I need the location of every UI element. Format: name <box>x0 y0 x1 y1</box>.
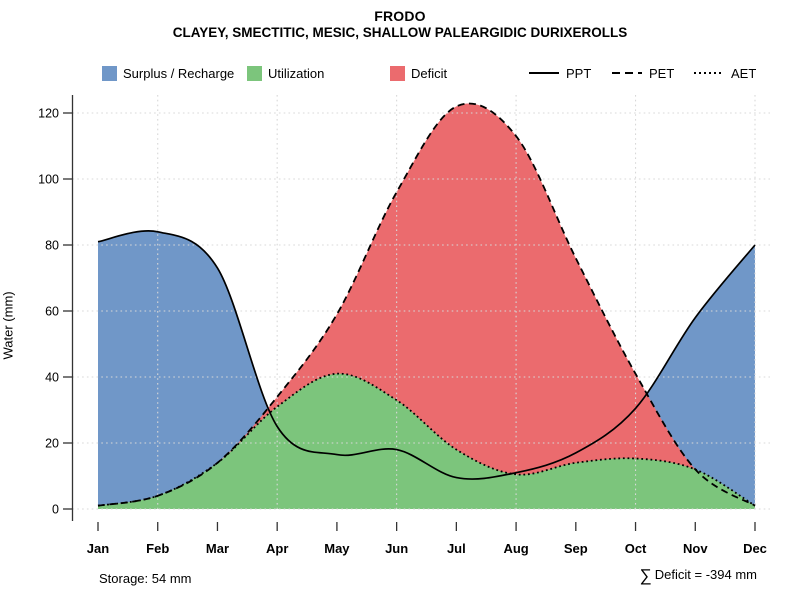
y-tick-label-0: 0 <box>52 503 59 517</box>
storage-annotation: Storage: 54 mm <box>99 571 192 586</box>
deficit-sum-annotation: ∑ Deficit = -394 mm <box>557 566 757 586</box>
sigma-icon: ∑ <box>639 566 652 585</box>
legend-surplus-label: Surplus / Recharge <box>123 65 235 81</box>
x-tick-label-Jun: Jun <box>385 541 408 556</box>
pet-line-sample-icon <box>612 72 642 74</box>
x-tick-label-Feb: Feb <box>146 541 169 556</box>
x-tick-label-Mar: Mar <box>206 541 229 556</box>
y-tick-label-100: 100 <box>38 173 59 187</box>
deficit-area <box>98 103 755 509</box>
x-tick-label-Nov: Nov <box>683 541 708 556</box>
legend-pet-label: PET <box>649 65 675 81</box>
legend-item-surplus: Surplus / Recharge <box>102 63 234 83</box>
y-tick-label-40: 40 <box>45 371 59 385</box>
x-tick-label-Oct: Oct <box>625 541 647 556</box>
legend-item-utilization: Utilization <box>247 63 324 83</box>
pet-curve <box>97 102 756 507</box>
ppt-line-sample-icon <box>529 72 559 74</box>
axis-labels: 0 20 40 60 80 100 120 Jan Feb Mar Apr May Jun Jul Aug S… <box>38 107 767 557</box>
area-fills <box>98 103 755 509</box>
y-tick-label-120: 120 <box>38 107 59 121</box>
y-tick-label-20: 20 <box>45 437 59 451</box>
x-tick-label-Aug: Aug <box>503 541 528 556</box>
curves <box>97 102 756 507</box>
deficit-sum-text: Deficit = -394 mm <box>654 567 757 582</box>
y-tick-label-80: 80 <box>45 239 59 253</box>
legend-utilization-label: Utilization <box>268 65 325 81</box>
legend-ppt-label: PPT <box>566 65 592 81</box>
page-subtitle: CLAYEY, SMECTITIC, MESIC, SHALLOW PALEAR… <box>172 25 628 40</box>
chart-legend: Surplus / Recharge Utilization Deficit P… <box>0 63 800 85</box>
x-tick-label-Dec: Dec <box>743 541 767 556</box>
legend-item-ppt: PPT <box>528 63 591 83</box>
utilization-area <box>98 373 755 509</box>
aet-curve <box>97 372 756 507</box>
axes <box>63 95 756 531</box>
legend-item-deficit: Deficit <box>390 63 447 83</box>
deficit-swatch <box>390 65 405 81</box>
x-tick-label-Jul: Jul <box>447 541 466 556</box>
x-tick-label-Sep: Sep <box>564 541 588 556</box>
gridlines <box>72 95 770 510</box>
page-title: FRODO <box>374 8 426 24</box>
legend-deficit-label: Deficit <box>411 65 448 81</box>
y-tick-label-60: 60 <box>45 305 59 319</box>
aet-line-sample-icon <box>694 72 724 74</box>
legend-aet-label: AET <box>731 65 757 81</box>
x-tick-label-May: May <box>324 541 350 556</box>
legend-item-pet: PET <box>611 63 674 83</box>
x-tick-label-Jan: Jan <box>87 541 109 556</box>
utilization-swatch <box>247 65 262 81</box>
ppt-curve <box>97 230 756 480</box>
x-tick-label-Apr: Apr <box>266 541 288 556</box>
legend-item-aet: AET <box>693 63 756 83</box>
surplus-swatch <box>102 65 117 81</box>
